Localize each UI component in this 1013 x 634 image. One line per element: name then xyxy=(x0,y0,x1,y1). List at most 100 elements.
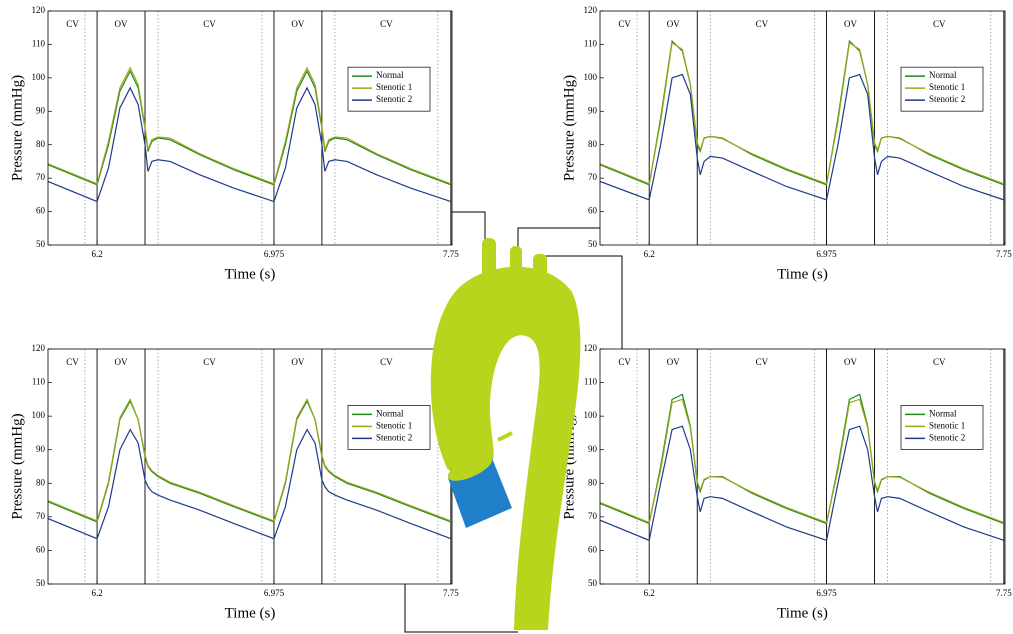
series-line xyxy=(600,398,1005,524)
x-tick-label: 6.975 xyxy=(816,249,837,259)
series-line xyxy=(48,69,452,186)
y-tick-label: 90 xyxy=(36,444,46,454)
phase-label: OV xyxy=(844,19,857,29)
series-line xyxy=(48,66,452,185)
plot xyxy=(48,11,452,245)
y-tick-label: 100 xyxy=(32,72,46,82)
phase-label: CV xyxy=(66,357,79,367)
y-tick-label: 120 xyxy=(32,5,46,15)
y-tick-label: 60 xyxy=(36,544,46,554)
legend-label: Stenotic 2 xyxy=(929,94,965,104)
phase-label: OV xyxy=(291,357,304,367)
x-tick-label: 6.2 xyxy=(644,588,655,598)
y-tick-label: 80 xyxy=(36,477,46,487)
y-axis-label: Pressure (mmHg) xyxy=(9,413,25,519)
x-tick-label: 7.75 xyxy=(443,588,459,598)
phase-label: CV xyxy=(203,357,216,367)
y-tick-label: 80 xyxy=(588,139,598,149)
connector xyxy=(404,584,518,633)
y-tick-label: 50 xyxy=(588,239,598,249)
x-axis-label: Time (s) xyxy=(777,266,828,282)
x-tick-label: 7.75 xyxy=(443,249,459,259)
phase-label: CV xyxy=(618,357,631,367)
x-axis-label: Time (s) xyxy=(225,605,276,621)
x-tick-label: 6.2 xyxy=(91,249,102,259)
phase-label: CV xyxy=(618,19,631,29)
plot xyxy=(600,11,1005,245)
phase-label: OV xyxy=(115,357,128,367)
phase-label: OV xyxy=(115,19,128,29)
legend-label: Stenotic 1 xyxy=(376,82,412,92)
phase-label: OV xyxy=(844,357,857,367)
y-tick-label: 50 xyxy=(36,578,46,588)
y-tick-label: 50 xyxy=(36,239,46,249)
y-tick-label: 70 xyxy=(588,172,598,182)
y-tick-label: 120 xyxy=(584,5,598,15)
connector xyxy=(517,227,600,250)
connectors xyxy=(404,211,623,633)
x-tick-label: 6.975 xyxy=(264,588,285,598)
y-tick-label: 60 xyxy=(588,544,598,554)
legend-label: Normal xyxy=(929,408,957,418)
y-tick-label: 70 xyxy=(36,511,46,521)
plot-frame xyxy=(599,348,1006,585)
y-tick-label: 80 xyxy=(36,139,46,149)
y-tick-label: 110 xyxy=(584,38,598,48)
plot xyxy=(48,349,452,584)
phase-label: OV xyxy=(667,357,680,367)
legend-label: Normal xyxy=(929,70,957,80)
y-tick-label: 60 xyxy=(36,206,46,216)
y-tick-label: 110 xyxy=(584,377,598,387)
x-axis-label: Time (s) xyxy=(225,266,276,282)
connector xyxy=(545,255,623,349)
y-tick-label: 120 xyxy=(32,343,46,353)
x-tick-label: 7.75 xyxy=(996,249,1012,259)
y-tick-label: 50 xyxy=(588,578,598,588)
legend-box xyxy=(900,66,984,112)
phase-label: CV xyxy=(203,19,216,29)
phase-label: CV xyxy=(756,357,769,367)
legend-label: Stenotic 1 xyxy=(376,420,412,430)
branch xyxy=(497,431,513,442)
y-tick-label: 90 xyxy=(588,105,598,115)
phase-label: CV xyxy=(380,357,393,367)
x-tick-label: 6.2 xyxy=(644,249,655,259)
phase-label: CV xyxy=(933,19,946,29)
connector xyxy=(452,211,486,242)
x-tick-label: 6.975 xyxy=(816,588,837,598)
legend-label: Stenotic 1 xyxy=(929,82,965,92)
y-tick-label: 90 xyxy=(36,105,46,115)
y-tick-label: 100 xyxy=(32,410,46,420)
phase-label: CV xyxy=(380,19,393,29)
legend-box xyxy=(347,405,431,450)
plot xyxy=(600,349,1005,584)
y-axis-label: Pressure (mmHg) xyxy=(9,75,25,181)
charts: CV OV CV OV CV 50 60 70 80 90 100 110 120 6.2 6.975 7.7… xyxy=(9,5,1012,621)
series-line xyxy=(48,86,452,203)
x-tick-label: 6.975 xyxy=(264,249,285,259)
series-line xyxy=(48,428,452,540)
series-line xyxy=(600,41,1005,185)
y-tick-label: 100 xyxy=(584,72,598,82)
series-line xyxy=(48,397,452,522)
legend-box xyxy=(900,405,984,450)
branch xyxy=(482,238,496,278)
phase-label: OV xyxy=(291,19,304,29)
aorta xyxy=(430,266,581,630)
y-tick-label: 80 xyxy=(588,477,598,487)
plot-frame xyxy=(599,10,1006,246)
y-tick-label: 70 xyxy=(36,172,46,182)
phase-label: CV xyxy=(933,357,946,367)
y-tick-label: 60 xyxy=(588,206,598,216)
y-tick-label: 100 xyxy=(584,410,598,420)
legend-label: Stenotic 2 xyxy=(376,432,412,442)
aortic-root xyxy=(447,455,493,481)
y-tick-label: 90 xyxy=(588,444,598,454)
plot-frame xyxy=(47,10,453,246)
legend-label: Normal xyxy=(376,70,404,80)
y-tick-label: 110 xyxy=(32,38,46,48)
x-tick-label: 7.75 xyxy=(996,588,1012,598)
aorta-model xyxy=(430,238,581,630)
series-line xyxy=(600,425,1005,542)
